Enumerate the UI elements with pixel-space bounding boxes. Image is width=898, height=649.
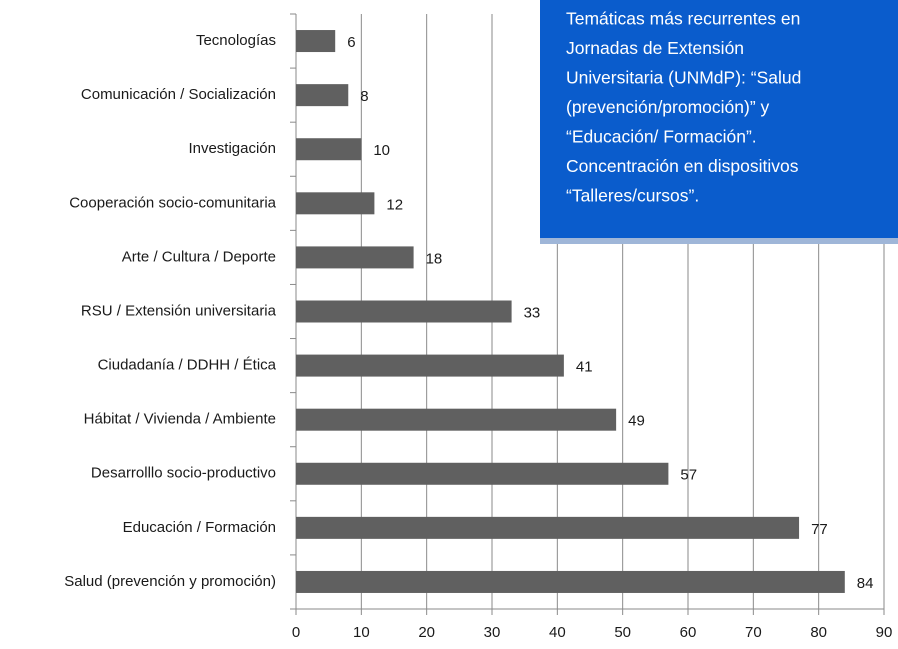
y-tick-label: Salud (prevención y promoción) <box>64 573 276 590</box>
bar <box>296 462 669 485</box>
x-tick-label: 50 <box>614 624 631 641</box>
data-label: 10 <box>373 142 390 159</box>
annotation-text: “Educación/ Formación”. <box>566 127 757 147</box>
y-tick-label: Cooperación socio-comunitaria <box>69 194 276 211</box>
annotation-text: Concentración en dispositivos <box>566 156 799 176</box>
annotation-box <box>540 0 898 238</box>
x-tick-label: 60 <box>680 624 697 641</box>
x-tick-label: 0 <box>292 624 300 641</box>
data-label: 18 <box>426 250 443 267</box>
data-label: 77 <box>811 521 828 538</box>
y-tick-label: Comunicación / Socialización <box>81 86 276 103</box>
y-tick-label: Tecnologías <box>196 32 276 49</box>
bar <box>296 138 362 161</box>
y-tick-label: Educación / Formación <box>123 519 276 536</box>
y-tick-label: Ciudadanía / DDHH / Ética <box>98 357 277 374</box>
data-label: 12 <box>386 196 403 213</box>
data-label: 84 <box>857 575 874 592</box>
bar <box>296 192 375 215</box>
y-tick-label: Investigación <box>188 140 276 157</box>
data-label: 49 <box>628 413 645 430</box>
data-label: 8 <box>360 88 368 105</box>
bar <box>296 300 512 323</box>
annotation-text: (prevención/promoción)” y <box>566 97 770 117</box>
data-label: 41 <box>576 359 593 376</box>
data-label: 6 <box>347 34 355 51</box>
annotation-text: Universitaria (UNMdP): “Salud <box>566 68 801 88</box>
x-tick-label: 10 <box>353 624 370 641</box>
y-tick-label: Desarrolllo socio-productivo <box>91 465 276 482</box>
y-tick-label: Hábitat / Vivienda / Ambiente <box>84 411 276 428</box>
x-tick-label: 20 <box>418 624 435 641</box>
data-label: 33 <box>524 304 541 321</box>
x-tick-label: 70 <box>745 624 762 641</box>
x-tick-label: 40 <box>549 624 566 641</box>
bar <box>296 570 845 593</box>
annotation-text: “Talleres/cursos”. <box>566 186 699 206</box>
x-tick-label: 30 <box>484 624 501 641</box>
bar <box>296 30 336 53</box>
bar <box>296 246 414 269</box>
y-tick-label: Arte / Cultura / Deporte <box>122 248 276 265</box>
bar <box>296 516 800 539</box>
data-label: 57 <box>680 467 697 484</box>
x-tick-label: 90 <box>876 624 893 641</box>
annotation: Temáticas más recurrentes en Jornadas de … <box>540 0 898 244</box>
bar <box>296 354 564 377</box>
bar <box>296 408 617 431</box>
annotation-text: Jornadas de Extensión <box>566 38 744 58</box>
annotation-text: Temáticas más recurrentes en <box>566 9 800 29</box>
y-tick-label: RSU / Extensión universitaria <box>81 302 277 319</box>
x-tick-label: 80 <box>810 624 827 641</box>
bar <box>296 84 349 107</box>
